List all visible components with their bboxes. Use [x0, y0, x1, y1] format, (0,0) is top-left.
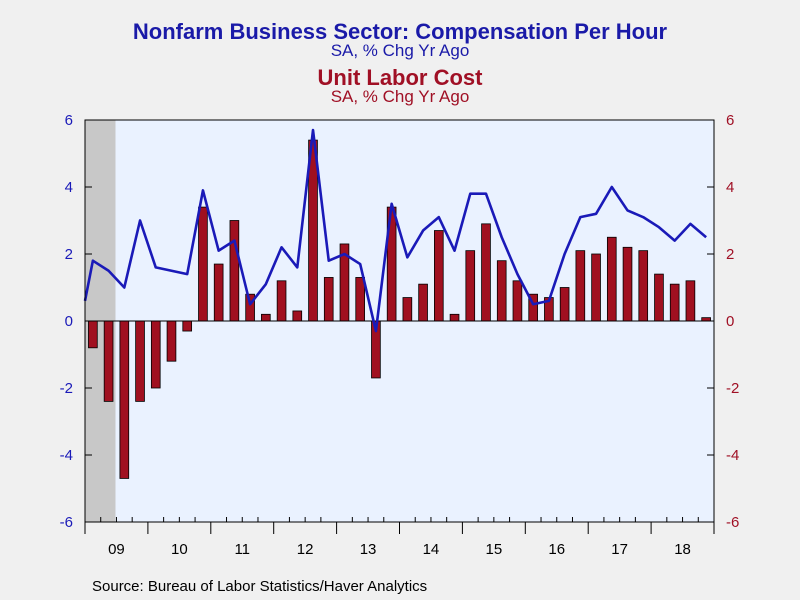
bar-unit-labor-cost-2009Q3	[119, 320, 130, 479]
bar-unit-labor-cost-2012Q2	[292, 310, 303, 322]
bar-unit-labor-cost-2017Q4	[638, 250, 649, 322]
left-tick-label: -6	[60, 514, 73, 531]
bar-unit-labor-cost-2010Q3	[182, 320, 193, 332]
bar-unit-labor-cost-2014Q1	[402, 297, 413, 322]
bar-unit-labor-cost-2013Q2	[355, 277, 365, 322]
left-tick-label: -4	[60, 447, 73, 464]
source-note: Source: Bureau of Labor Statistics/Haver…	[92, 578, 428, 595]
bar-unit-labor-cost-2010Q2	[166, 320, 177, 362]
bar-unit-labor-cost-2018Q4	[701, 317, 711, 322]
bar-unit-labor-cost-2014Q2	[418, 283, 428, 322]
year-label-14: 14	[423, 541, 440, 558]
year-label-18: 18	[674, 541, 691, 558]
bar-unit-labor-cost-2016Q3	[559, 287, 570, 322]
bar-unit-labor-cost-2018Q2	[669, 283, 680, 322]
bar-unit-labor-cost-2017Q1	[591, 253, 601, 322]
bar-unit-labor-cost-2014Q4	[449, 313, 460, 322]
chart-subtitle-unit-labor-cost: SA, % Chg Yr Ago	[330, 87, 470, 106]
chart-title-compensation: Nonfarm Business Sector: Compensation Pe…	[132, 19, 668, 44]
chart-title-unit-labor-cost: Unit Labor Cost	[317, 65, 483, 90]
left-tick-label: 2	[65, 246, 73, 263]
year-label-10: 10	[171, 541, 188, 558]
left-tick-label: 0	[65, 313, 73, 330]
bar-unit-labor-cost-2018Q1	[654, 273, 664, 322]
bar-unit-labor-cost-2015Q1	[465, 250, 476, 322]
right-tick-label: -4	[726, 447, 739, 464]
year-label-12: 12	[297, 541, 314, 558]
bar-unit-labor-cost-2015Q4	[512, 280, 523, 322]
year-label-15: 15	[486, 541, 503, 558]
year-label-09: 09	[108, 541, 125, 558]
right-tick-label: 6	[726, 112, 734, 129]
bar-unit-labor-cost-2016Q4	[575, 250, 586, 322]
bar-unit-labor-cost-2015Q3	[496, 260, 507, 322]
bar-unit-labor-cost-2009Q4	[135, 320, 145, 402]
year-label-13: 13	[360, 541, 377, 558]
bar-unit-labor-cost-2018Q3	[685, 280, 696, 322]
bar-unit-labor-cost-2010Q4	[198, 206, 208, 322]
left-tick-label: 4	[65, 179, 73, 196]
left-tick-label: -2	[60, 380, 73, 397]
right-tick-label: -2	[726, 380, 739, 397]
right-tick-label: 2	[726, 246, 734, 263]
year-label-11: 11	[234, 541, 250, 558]
chart-subtitle-compensation: SA, % Chg Yr Ago	[330, 41, 470, 60]
bar-unit-labor-cost-2009Q2	[103, 320, 114, 402]
bar-unit-labor-cost-2009Q1	[88, 320, 98, 349]
bar-unit-labor-cost-2012Q1	[276, 280, 287, 322]
bar-unit-labor-cost-2017Q3	[622, 246, 633, 322]
bar-unit-labor-cost-2011Q2	[229, 220, 240, 322]
right-tick-label: -6	[726, 514, 739, 531]
bar-unit-labor-cost-2011Q4	[261, 313, 271, 322]
bar-unit-labor-cost-2011Q1	[213, 263, 224, 322]
right-tick-label: 0	[726, 313, 734, 330]
left-tick-label: 6	[65, 112, 73, 129]
bar-unit-labor-cost-2015Q2	[481, 223, 491, 322]
bar-unit-labor-cost-2014Q3	[434, 230, 444, 322]
year-label-17: 17	[611, 541, 628, 558]
year-label-16: 16	[548, 541, 565, 558]
right-tick-label: 4	[726, 179, 734, 196]
bar-unit-labor-cost-2010Q1	[150, 320, 161, 389]
bar-unit-labor-cost-2017Q2	[606, 236, 617, 322]
bar-unit-labor-cost-2012Q4	[323, 277, 334, 322]
